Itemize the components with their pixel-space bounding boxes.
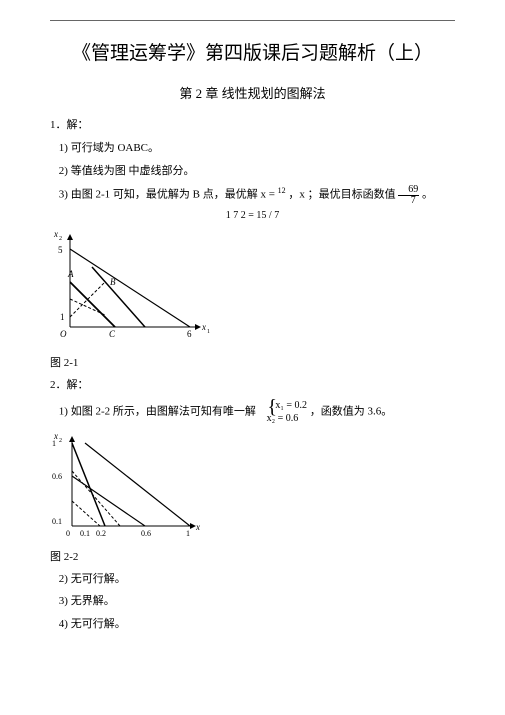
- svg-text:x: x: [201, 322, 206, 332]
- chart1-svg: x2x151OC6AB: [50, 227, 210, 347]
- svg-text:1: 1: [60, 312, 65, 322]
- q1-frac2-n: 69: [398, 185, 419, 196]
- q2-line1-b: ，函数值为 3.6。: [310, 405, 393, 417]
- q1-heading: 1．解：: [50, 116, 455, 135]
- q2-heading: 2．解：: [50, 376, 455, 395]
- chapter-subtitle: 第 2 章 线性规划的图解法: [50, 83, 455, 102]
- document-page: 《管理运筹学》第四版课后习题解析（上） 第 2 章 线性规划的图解法 1．解： …: [0, 0, 505, 648]
- q2-system: x₁ = 0.2 x₂ = 0.6: [259, 399, 307, 425]
- svg-text:0.1: 0.1: [52, 517, 62, 526]
- svg-text:5: 5: [58, 245, 63, 255]
- svg-text:1: 1: [52, 439, 56, 448]
- q2-line1-a: 1) 如图 2-2 所示，由图解法可知有唯一解: [59, 405, 256, 417]
- svg-text:x: x: [53, 229, 58, 239]
- q1-mathline: 1 7 2 = 15 / 7: [50, 210, 455, 221]
- q1-frac2-d: 7: [398, 196, 419, 206]
- svg-text:C: C: [109, 329, 116, 339]
- q1-frac1-num: 12: [278, 186, 286, 195]
- top-rule: [50, 20, 455, 21]
- svg-text:1: 1: [207, 329, 210, 335]
- svg-text:0.6: 0.6: [141, 529, 151, 538]
- q1-frac2: 69 7: [398, 185, 419, 206]
- svg-text:A: A: [67, 269, 74, 279]
- svg-text:2: 2: [59, 438, 62, 444]
- q1-line3-a: 3) 由图 2-1 可知，最优解为 B 点，最优解 x =: [59, 189, 275, 201]
- q2-line4: 4) 无可行解。: [50, 615, 455, 634]
- svg-text:0.2: 0.2: [96, 529, 106, 538]
- svg-text:6: 6: [187, 329, 192, 339]
- q2-line1: 1) 如图 2-2 所示，由图解法可知有唯一解 x₁ = 0.2 x₂ = 0.…: [50, 399, 455, 425]
- chart2-svg: x2x110.60.100.10.20.61: [50, 431, 200, 541]
- q1-line1: 1) 可行域为 OABC。: [50, 139, 455, 158]
- q2-line3: 3) 无界解。: [50, 592, 455, 611]
- q2-sys-1: x₁ = 0.2: [275, 400, 307, 411]
- svg-text:B: B: [110, 277, 116, 287]
- svg-text:0: 0: [66, 529, 70, 538]
- q2-sys-2: x₂ = 0.6: [267, 413, 299, 424]
- svg-text:2: 2: [59, 236, 62, 242]
- fig-2-1-label: 图 2-1: [50, 354, 455, 370]
- q1-line3-c: 。: [422, 189, 433, 201]
- q1-line3-b: ，x ；最优目标函数值: [288, 189, 395, 201]
- figure-2-1: x2x151OC6AB: [50, 227, 455, 352]
- svg-text:0.1: 0.1: [80, 529, 90, 538]
- fig-2-2-label: 图 2-2: [50, 548, 455, 564]
- page-title: 《管理运筹学》第四版课后习题解析（上）: [50, 39, 455, 69]
- svg-text:0.6: 0.6: [52, 472, 62, 481]
- svg-text:O: O: [60, 329, 67, 339]
- figure-2-2: x2x110.60.100.10.20.61: [50, 431, 455, 546]
- q1-line3: 3) 由图 2-1 可知，最优解为 B 点，最优解 x = 12 ，x ；最优目…: [50, 184, 455, 206]
- q1-line2: 2) 等值线为图 中虚线部分。: [50, 162, 455, 181]
- q2-line2: 2) 无可行解。: [50, 570, 455, 589]
- svg-text:1: 1: [186, 529, 190, 538]
